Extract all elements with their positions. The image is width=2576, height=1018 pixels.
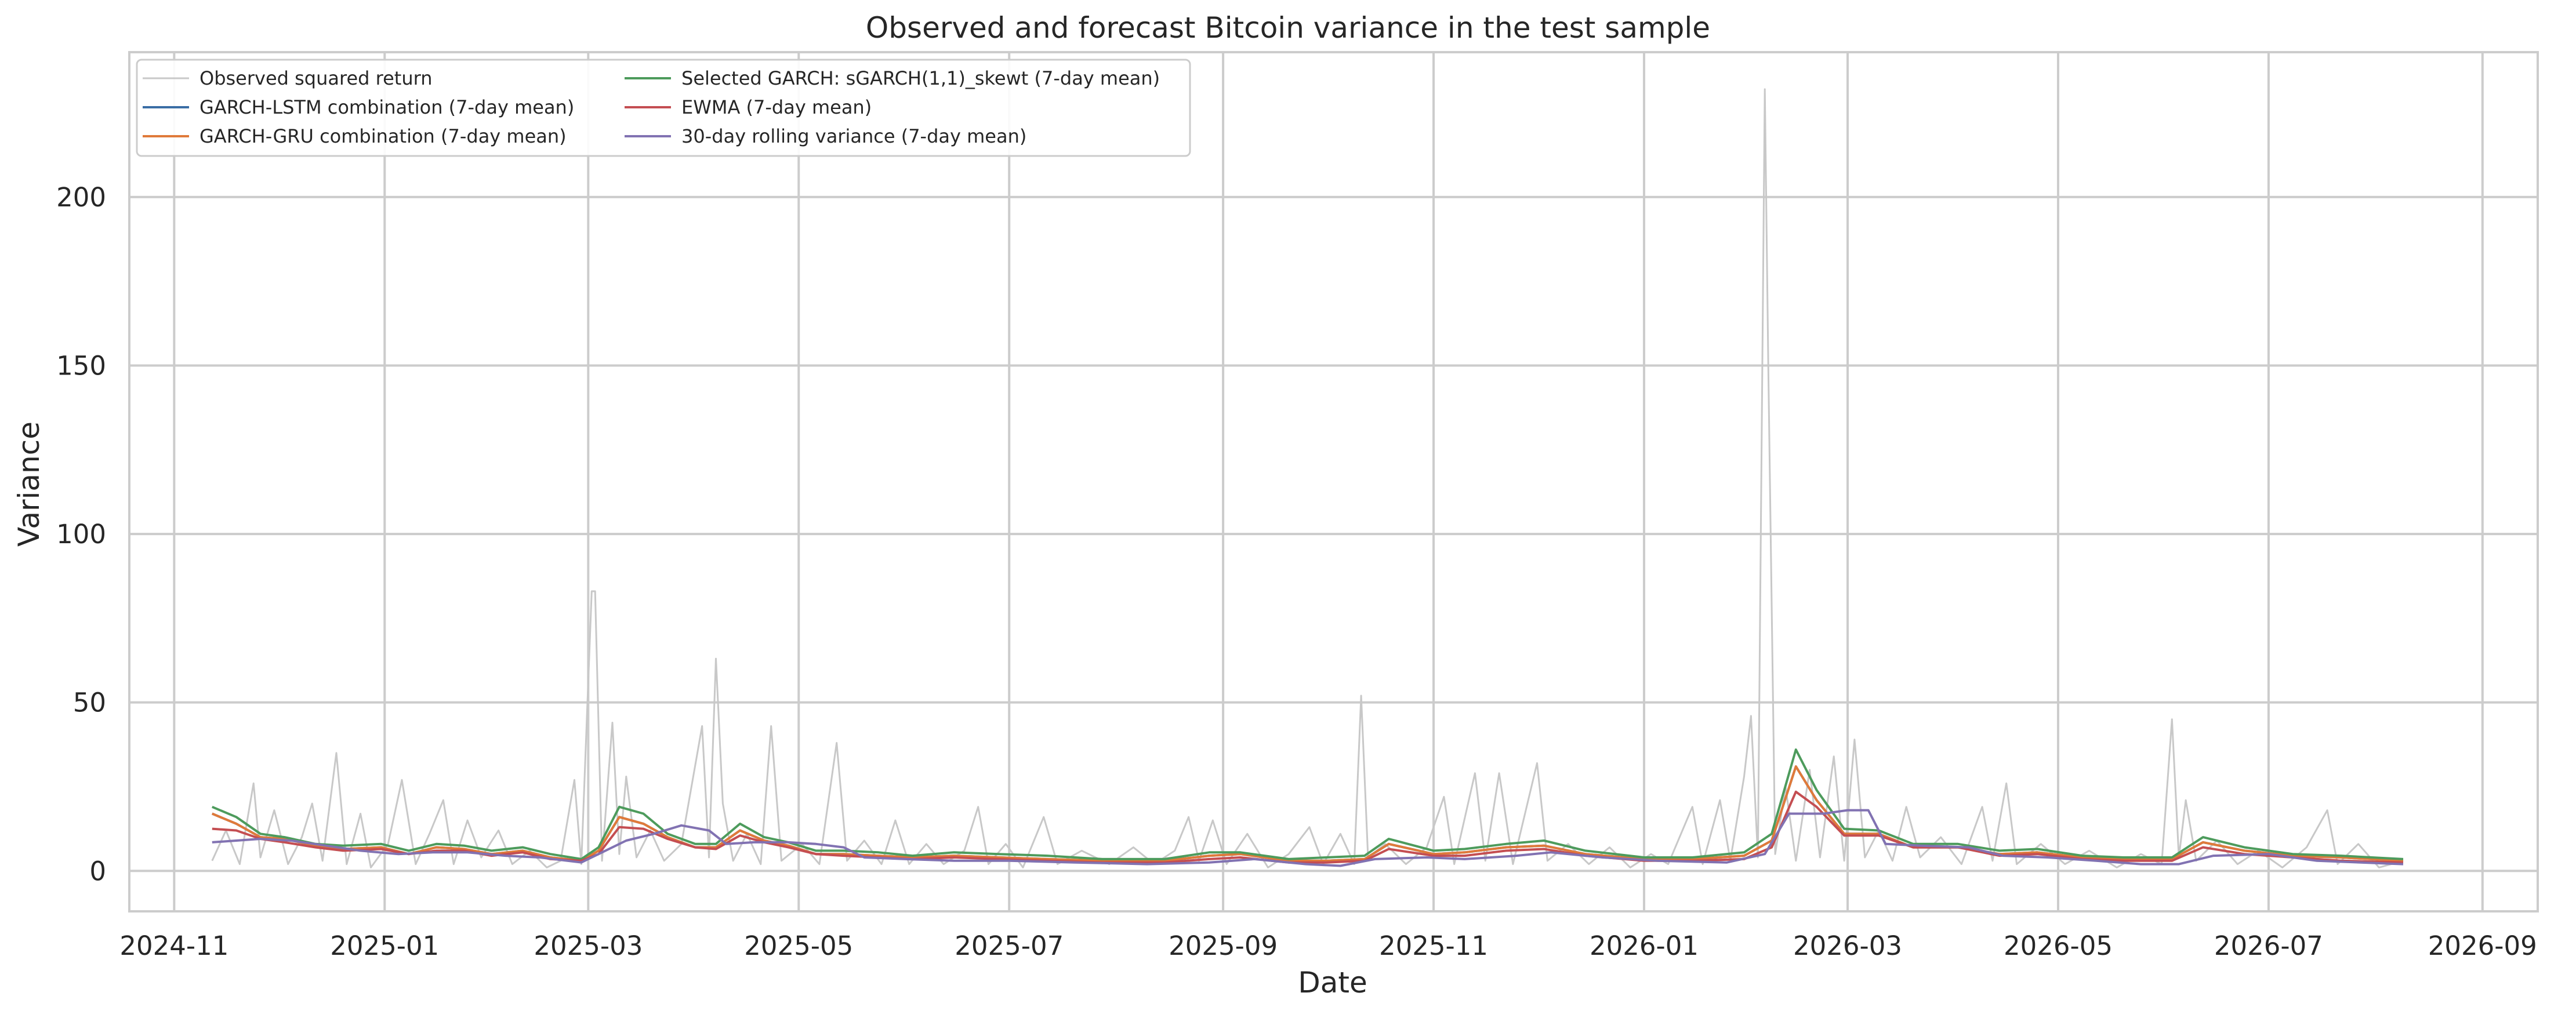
x-tick-label: 2025-07: [955, 930, 1064, 961]
x-tick-label: 2026-09: [2428, 930, 2537, 961]
y-axis-label: Variance: [12, 421, 46, 547]
series-line-2: [212, 765, 2404, 862]
x-tick-label: 2026-01: [1590, 930, 1699, 961]
y-tick-label: 200: [56, 182, 106, 213]
chart-title: Observed and forecast Bitcoin variance i…: [866, 11, 1710, 45]
x-tick-label: 2026-03: [1793, 930, 1902, 961]
legend-label: GARCH-GRU combination (7-day mean): [199, 125, 567, 147]
y-tick-label: 50: [73, 688, 106, 718]
series-line-3: [212, 748, 2404, 860]
series-line-1: [212, 765, 2404, 862]
x-tick-label: 2025-01: [330, 930, 439, 961]
y-tick-label: 0: [89, 856, 106, 886]
legend: Observed squared return GARCH-LSTM combin…: [136, 59, 1191, 157]
legend-label: Observed squared return: [199, 67, 432, 89]
x-tick-label: 2025-09: [1169, 930, 1278, 961]
y-tick-label: 100: [56, 519, 106, 550]
y-tick-label: 150: [56, 350, 106, 381]
x-tick-label: 2025-05: [744, 930, 853, 961]
series-lines: [211, 88, 2404, 868]
x-tick-label: 2025-03: [534, 930, 643, 961]
legend-label: GARCH-LSTM combination (7-day mean): [199, 96, 574, 118]
series-line-5: [212, 809, 2404, 867]
x-tick-label: 2026-07: [2214, 930, 2323, 961]
plot-frame: [128, 51, 2539, 912]
legend-label: EWMA (7-day mean): [681, 96, 872, 118]
x-axis-label: Date: [1298, 966, 1367, 999]
legend-label: 30-day rolling variance (7-day mean): [681, 125, 1026, 147]
legend-label: Selected GARCH: sGARCH(1,1)_skewt (7-day…: [681, 67, 1160, 89]
x-tick-label: 2025-11: [1379, 930, 1488, 961]
axes: [128, 51, 2539, 912]
x-tick-label: 2024-11: [119, 930, 228, 961]
x-tick-label: 2026-05: [2004, 930, 2113, 961]
grid-lines: [129, 52, 2538, 911]
tick-labels: 2024-11 2025-01 2025-03 2025-05 2025-07 2025-…: [56, 182, 2537, 961]
series-line-0: [211, 88, 2404, 868]
